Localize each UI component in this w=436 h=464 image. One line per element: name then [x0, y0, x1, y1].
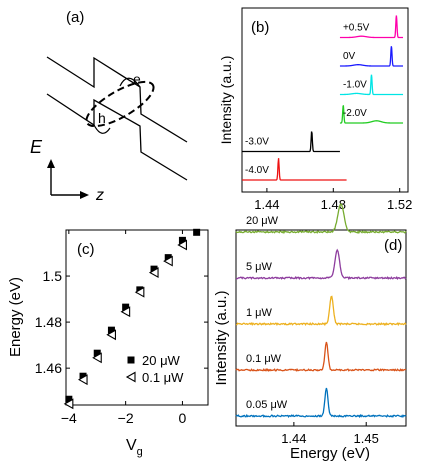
energy-arrow-head: [47, 159, 55, 168]
panel-c-point-triangle: [92, 352, 102, 364]
panel-b-spectrum-line: [339, 46, 404, 67]
panel-c-x-tick-label: −2: [118, 410, 134, 426]
panel-a-band-diagram: (a) e h E z: [30, 9, 188, 204]
panel-b-voltage-label: -1.0V: [343, 80, 367, 91]
panel-c-point-square: [150, 265, 158, 273]
panel-c-ticks: −4 −2 0 1.46 1.48 1.5: [35, 230, 208, 426]
panel-c-y-tick-label: 1.5: [43, 268, 63, 284]
exciton-ellipse: [85, 80, 155, 128]
panel-d-power-label: 1 μW: [246, 307, 273, 319]
panel-b-series: +0.5V 0V -1.0V -2.0V -3.0V -4.0V: [242, 15, 404, 181]
panel-d-spectrum-line: [235, 341, 407, 372]
panel-d-spectrum-line: [235, 387, 407, 419]
panel-a-label: (a): [66, 9, 84, 26]
panel-c-frame: [65, 229, 209, 406]
panel-c-point-square: [93, 349, 101, 357]
panel-c-point-triangle: [106, 329, 116, 341]
panel-c-point-square: [164, 254, 172, 262]
z-arrow-head: [80, 191, 89, 199]
panel-c-point-triangle: [177, 239, 187, 251]
panel-c-legend-label: 0.1 μW: [142, 370, 184, 385]
panel-c-point-square: [107, 326, 115, 334]
panel-c-point-square: [122, 303, 130, 311]
panel-c-x-tick-label: 0: [179, 410, 187, 426]
panel-b-spectrum-line: [339, 105, 404, 124]
panel-c-point-triangle: [134, 286, 145, 298]
panel-c-point-square: [79, 372, 87, 380]
panel-b-voltage-label: -4.0V: [245, 165, 269, 176]
panel-d-frame: [235, 229, 407, 427]
panel-d-power-label: 0.1 μW: [246, 353, 282, 365]
panel-c-point-square: [127, 356, 135, 364]
electron-wavefunction: [119, 77, 141, 88]
panel-b-x-tick-label: 1.44: [254, 197, 279, 212]
panel-d-label: (d): [384, 237, 402, 254]
panel-d-spectrum-line: [235, 295, 407, 327]
z-axis-label: z: [95, 187, 104, 204]
panel-d-y-axis-label: Intensity (a.u.): [213, 290, 230, 385]
panel-d-spectrum-line: [235, 203, 407, 235]
conduction-band-line: [46, 56, 188, 143]
panel-d-spectrum-line: [235, 248, 407, 281]
panel-c-point-triangle: [125, 371, 136, 383]
panel-c-x-tick-label: −4: [61, 410, 77, 426]
panel-c-points: [63, 228, 201, 410]
panel-c-point-triangle: [148, 267, 159, 279]
panel-b-frame: [241, 7, 409, 193]
panel-c-legend-label: 20 μW: [142, 353, 181, 368]
panel-b-spectrum-line: [339, 74, 404, 96]
panel-b-label: (b): [251, 19, 269, 36]
panel-b-chart: (b) Intensity (a.u.) 1.44 1.48 1.52 +0.5V 0…: [218, 7, 412, 212]
panel-d-power-label: 5 μW: [246, 261, 273, 273]
panel-b-spectrum-line: [242, 158, 347, 181]
panel-b-spectrum-line: [242, 131, 340, 153]
panel-b-voltage-label: +0.5V: [343, 23, 370, 34]
panel-d-x-ticks: 1.44 1.45: [281, 422, 379, 446]
panel-b-voltage-label: -2.0V: [343, 108, 367, 119]
panel-d-chart: (d) Intensity (a.u.) Energy (eV) 1.44 1.4…: [213, 203, 407, 462]
panel-c-point-square: [178, 236, 186, 244]
panel-c-point-square: [193, 228, 201, 236]
panel-c-point-triangle: [63, 398, 74, 410]
panel-b-voltage-label: 0V: [343, 51, 356, 62]
panel-b-spectrum-line: [339, 15, 404, 39]
panel-c-y-tick-label: 1.48: [35, 314, 62, 330]
panel-d-x-tick-label: 1.44: [281, 431, 306, 446]
panel-b-y-axis-label: Intensity (a.u.): [218, 56, 234, 145]
hole-label: h: [98, 110, 106, 126]
panel-d-power-label: 20 μW: [246, 215, 279, 227]
panel-b-voltage-label: -3.0V: [245, 137, 269, 148]
electron-label: e: [133, 71, 141, 87]
panel-c-point-triangle: [120, 306, 131, 318]
panel-c-chart: (c) Energy (eV) Vg −4 −2 0 1.46 1.48 1.5 20 μ…: [7, 228, 209, 458]
hole-wavefunction: [93, 124, 111, 134]
panel-c-legend: 20 μW 0.1 μW: [125, 353, 184, 385]
panel-d-power-label: 0.05 μW: [246, 399, 288, 411]
panel-b-x-tick-label: 1.48: [321, 197, 346, 212]
panel-c-point-square: [65, 395, 73, 403]
panel-d-x-axis-label: Energy (eV): [290, 445, 370, 462]
panel-c-point-triangle: [163, 255, 173, 267]
panel-b-x-ticks: 1.44 1.48 1.52: [254, 188, 412, 212]
energy-axis-label: E: [30, 137, 43, 157]
panel-c-y-tick-label: 1.46: [35, 360, 62, 376]
panel-c-label: (c): [77, 241, 95, 258]
panel-c-x-axis-label: Vg: [126, 437, 143, 458]
panel-b-x-tick-label: 1.52: [387, 197, 412, 212]
panel-c-y-axis-label: Energy (eV): [7, 277, 24, 357]
panel-d-x-tick-label: 1.45: [354, 431, 379, 446]
panel-d-series: 20 μW 5 μW 1 μW 0.1 μW 0.05 μW: [235, 203, 407, 419]
valence-band-line: [46, 93, 188, 181]
panel-c-point-triangle: [77, 374, 88, 386]
